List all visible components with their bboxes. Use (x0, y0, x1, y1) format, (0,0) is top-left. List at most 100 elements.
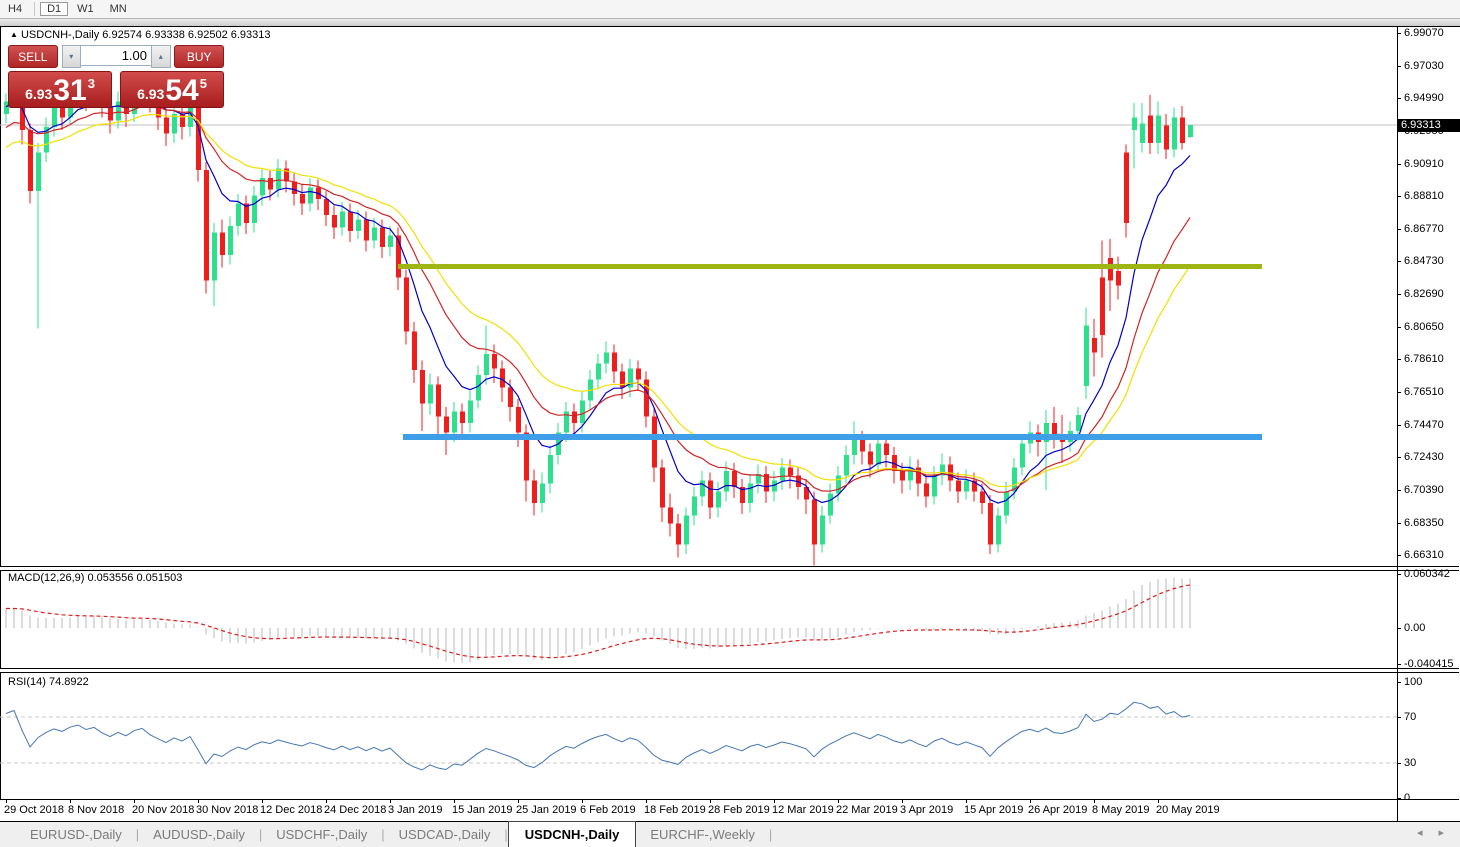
date-axis-tick (902, 800, 903, 803)
macd-label: MACD(12,26,9) 0.053556 0.051503 (8, 572, 183, 584)
price-axis-tick (1397, 164, 1401, 165)
date-label: 6 Feb 2019 (580, 804, 636, 816)
volume-decrease-button[interactable]: ▾ (61, 45, 82, 68)
tab-separator: | (135, 827, 140, 842)
moving-average-mid (5, 104, 1191, 493)
date-label: 12 Mar 2019 (772, 804, 834, 816)
date-label: 25 Jan 2019 (516, 804, 577, 816)
tab-scroll-right-button[interactable]: ▸ (1438, 827, 1444, 839)
rsi-indicator-chart[interactable] (0, 672, 1397, 798)
tab-usdchf-daily[interactable]: USDCHF-,Daily (276, 827, 368, 842)
price-axis-label: 6.74470 (1404, 419, 1444, 431)
date-axis-tick (134, 800, 135, 803)
rsi-value: 74.8922 (48, 676, 89, 688)
date-axis-tick (390, 800, 391, 803)
tab-audusd-daily[interactable]: AUDUSD-,Daily (153, 827, 245, 842)
tab-separator: | (381, 827, 385, 842)
timeframe-button-w1[interactable]: W1 (77, 3, 94, 15)
date-axis-tick (838, 800, 839, 803)
sell-price-sup: 3 (87, 76, 95, 91)
macd-axis-label: -0.040415 (1404, 658, 1454, 670)
date-axis-tick (646, 800, 647, 803)
tab-scroll-left-button[interactable]: ◂ (1416, 827, 1423, 839)
date-label: 20 May 2019 (1156, 804, 1220, 816)
panel-separator[interactable] (0, 566, 1459, 571)
price-axis-label: 6.80650 (1404, 321, 1444, 333)
price-axis-tick (1397, 261, 1401, 262)
tab-usdcad-daily[interactable]: USDCAD-,Daily (398, 827, 491, 842)
price-axis-label: 6.66310 (1404, 549, 1444, 561)
date-label: 15 Jan 2019 (452, 804, 513, 816)
price-axis-label: 6.76510 (1404, 386, 1444, 398)
candlestick-chart[interactable] (0, 26, 1397, 566)
date-axis-tick (262, 800, 263, 803)
date-label: 30 Nov 2018 (196, 804, 259, 816)
buy-price-box[interactable]: 6.93 54 5 (120, 71, 224, 108)
price-axis-tick (1397, 294, 1401, 295)
price-axis-tick (1397, 98, 1401, 99)
sell-price-box[interactable]: 6.93 31 3 (8, 71, 112, 108)
rsi-axis-label: 30 (1404, 757, 1417, 769)
macd-indicator-chart[interactable] (0, 571, 1397, 667)
date-label: 26 Apr 2019 (1028, 804, 1088, 816)
price-axis-tick (1397, 555, 1401, 556)
date-axis-tick (198, 800, 199, 803)
rsi-label: RSI(14) 74.8922 (8, 676, 89, 688)
tab-separator: | (504, 827, 508, 842)
price-axis-label: 6.78610 (1404, 353, 1444, 365)
moving-average-fast (5, 97, 1191, 504)
sell-button[interactable]: SELL (8, 45, 58, 68)
timeframe-button-h4[interactable]: H4 (8, 3, 23, 15)
price-axis-tick (1397, 33, 1401, 34)
collapse-triangle-icon[interactable]: ▲ (10, 30, 18, 39)
tab-usdcnh-daily[interactable]: USDCNH-,Daily (507, 821, 637, 847)
buy-button[interactable]: BUY (174, 45, 225, 68)
volume-increase-button[interactable]: ▴ (151, 45, 171, 68)
date-axis-tick (454, 800, 455, 803)
tab-eurchf-weekly[interactable]: EURCHF-,Weekly (650, 827, 755, 842)
date-axis: 29 Oct 2018 8 Nov 2018 20 Nov 2018 30 No… (0, 799, 1459, 821)
date-label: 15 Apr 2019 (964, 804, 1024, 816)
sell-price-big: 31 (53, 74, 87, 107)
price-axis-label: 6.90910 (1404, 158, 1444, 170)
date-axis-tick (326, 800, 327, 803)
one-click-trading-panel: SELL ▾ ▴ BUY 6.93 31 3 6.93 54 5 (8, 45, 225, 108)
panel-separator[interactable] (0, 668, 1459, 673)
date-label: 22 Mar 2019 (836, 804, 898, 816)
rsi-line (5, 701, 1191, 771)
macd-axis-tick (1397, 664, 1401, 665)
date-label: 3 Jan 2019 (388, 804, 443, 816)
price-axis-tick (1397, 523, 1401, 524)
date-axis-tick (774, 800, 775, 803)
date-axis-tick (582, 800, 583, 803)
rsi-axis-tick (1397, 717, 1401, 718)
timeframe-button-mn[interactable]: MN (109, 3, 127, 15)
price-axis-label: 6.82690 (1404, 288, 1444, 300)
date-axis-tick (70, 800, 71, 803)
buy-price-sup: 5 (199, 76, 207, 91)
ohlc-values: 6.92574 6.93338 6.92502 6.93313 (102, 29, 271, 41)
date-axis-tick (518, 800, 519, 803)
date-label: 12 Dec 2018 (260, 804, 323, 816)
price-axis-tick (1397, 196, 1401, 197)
current-price-tag: 6.93313 (1398, 119, 1460, 132)
date-axis-tick (1030, 800, 1031, 803)
rsi-axis-tick (1397, 798, 1401, 799)
macd-value-signal: 0.051503 (136, 572, 183, 584)
macd-axis-label: 0.060342 (1404, 568, 1450, 580)
price-axis-label: 6.86770 (1404, 223, 1444, 235)
volume-input[interactable] (81, 45, 152, 66)
macd-value-main: 0.053556 (87, 572, 134, 584)
timeframe-button-d1[interactable]: D1 (40, 2, 69, 16)
axis-divider (1397, 26, 1398, 821)
tab-eurusd-daily[interactable]: EURUSD-,Daily (30, 827, 122, 842)
trend-hline-0 (398, 264, 1262, 269)
date-axis-tick (6, 800, 7, 803)
price-axis-label: 6.88810 (1404, 190, 1444, 202)
price-axis-label: 6.94990 (1404, 92, 1444, 104)
symbol-title: USDCNH-,Daily (20, 29, 100, 41)
chart-window (0, 26, 1460, 823)
rsi-axis-label: 70 (1404, 711, 1417, 723)
trend-hline-1 (403, 434, 1262, 440)
date-label: 8 Nov 2018 (68, 804, 125, 816)
